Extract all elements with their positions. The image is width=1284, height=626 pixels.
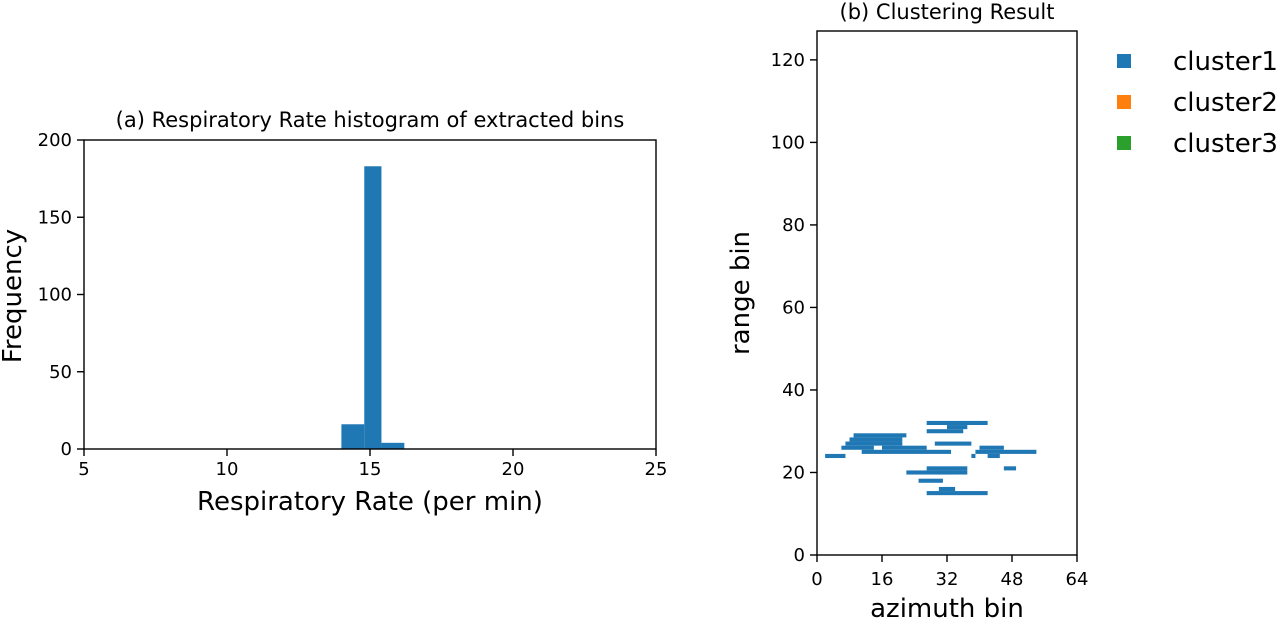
- clustering-y-axis-label: range bin: [726, 231, 756, 355]
- clustering-y-tick-label: 20: [782, 462, 805, 483]
- clustering-title: (b) Clustering Result: [840, 0, 1055, 24]
- cluster1-point-run: [1003, 466, 1017, 471]
- histogram-chart: (a) Respiratory Rate histogram of extrac…: [0, 108, 667, 517]
- clustering-x-tick-label: 16: [871, 569, 894, 590]
- clustering-x-ticks: 0 16 32 48 64: [811, 555, 1088, 590]
- legend-label-cluster1: cluster1: [1173, 47, 1278, 77]
- cluster1-point-run: [979, 445, 1004, 450]
- cluster1-point-run: [938, 486, 956, 492]
- clustering-y-tick-label: 120: [771, 50, 805, 71]
- cluster1-point-run: [975, 449, 1037, 454]
- histogram-x-tick-label: 5: [78, 459, 89, 480]
- legend-marker-cluster1: [1117, 54, 1131, 68]
- cluster1-point-run: [926, 466, 968, 471]
- histogram-y-ticks: 0 50 100 150 200: [38, 130, 84, 460]
- histogram-x-tick-label: 25: [645, 459, 668, 480]
- histogram-y-tick-label: 200: [38, 130, 72, 151]
- cluster1-point-run: [841, 445, 874, 450]
- clustering-legend: cluster1 cluster2 cluster3: [1117, 47, 1278, 159]
- histogram-x-tick-label: 10: [216, 459, 239, 480]
- histogram-bars: [341, 166, 405, 449]
- histogram-x-tick-label: 15: [359, 459, 382, 480]
- legend-marker-cluster3: [1117, 136, 1131, 150]
- histogram-bar: [381, 442, 405, 449]
- cluster1-point-run: [926, 429, 964, 434]
- cluster1-point-run: [947, 425, 968, 430]
- clustering-y-tick-label: 0: [794, 545, 805, 566]
- cluster1-point-run: [934, 441, 972, 446]
- clustering-x-tick-label: 64: [1066, 569, 1089, 590]
- cluster1-point-run: [918, 478, 943, 483]
- histogram-y-tick-label: 0: [61, 439, 72, 460]
- clustering-y-ticks: 0 20 40 60 80 100 120: [771, 50, 817, 566]
- histogram-x-ticks: 5 10 15 20 25: [78, 449, 667, 480]
- cluster1-point-run: [971, 453, 976, 459]
- cluster1-point-run: [861, 449, 952, 454]
- cluster1-point-run: [853, 433, 907, 438]
- clustering-x-tick-label: 0: [811, 569, 822, 590]
- histogram-y-axis-label: Frequency: [0, 229, 28, 363]
- clustering-x-axis-label: azimuth bin: [870, 594, 1024, 622]
- cluster1-point-run: [926, 491, 988, 496]
- clustering-y-tick-label: 60: [782, 297, 805, 318]
- legend-label-cluster3: cluster3: [1173, 129, 1278, 159]
- clustering-y-tick-label: 40: [782, 380, 805, 401]
- cluster1-point-run: [934, 470, 952, 475]
- histogram-bar: [341, 424, 365, 449]
- legend-marker-cluster2: [1117, 95, 1131, 109]
- histogram-bar: [364, 166, 382, 449]
- cluster1-point-run: [825, 453, 846, 459]
- cluster1-point-run: [926, 420, 988, 426]
- clustering-points: [825, 420, 1037, 496]
- cluster1-point-run: [987, 453, 1000, 459]
- clustering-y-tick-label: 100: [771, 132, 805, 153]
- histogram-y-tick-label: 100: [38, 285, 72, 306]
- legend-label-cluster2: cluster2: [1173, 88, 1278, 118]
- clustering-chart: (b) Clustering Result 0 16 32 48 64 0 20 40 60 8…: [726, 0, 1278, 624]
- cluster1-point-run: [882, 445, 927, 450]
- clustering-x-tick-label: 48: [1001, 569, 1024, 590]
- clustering-x-tick-label: 32: [936, 569, 959, 590]
- histogram-x-tick-label: 20: [502, 459, 525, 480]
- histogram-y-tick-label: 150: [38, 207, 72, 228]
- histogram-y-tick-label: 50: [49, 362, 72, 383]
- cluster1-point-run: [845, 441, 903, 446]
- histogram-x-axis-label: Respiratory Rate (per min): [197, 487, 543, 517]
- cluster1-point-run: [849, 437, 903, 442]
- clustering-plot-frame: [816, 30, 1078, 556]
- histogram-title: (a) Respiratory Rate histogram of extrac…: [116, 108, 625, 132]
- clustering-y-tick-label: 80: [782, 215, 805, 236]
